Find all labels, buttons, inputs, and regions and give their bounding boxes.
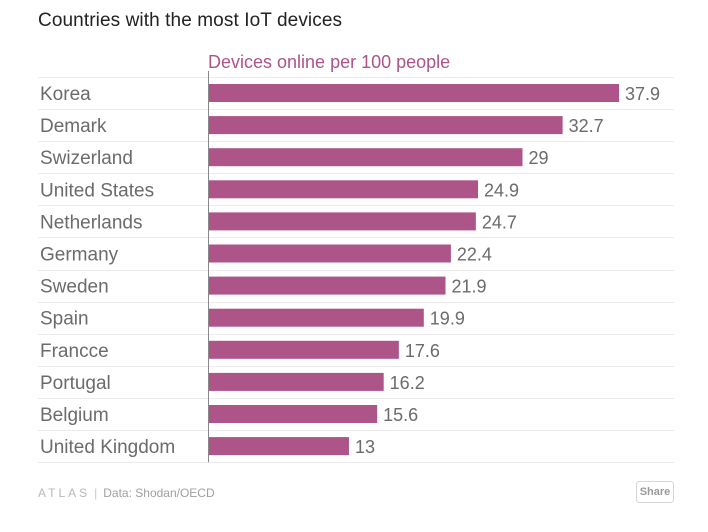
category-label: Demark bbox=[40, 116, 107, 137]
value-label: 19.9 bbox=[430, 309, 465, 329]
data-source: Data: Shodan/OECD bbox=[103, 486, 215, 500]
bar bbox=[208, 405, 378, 423]
value-label: 21.9 bbox=[451, 277, 486, 297]
bar bbox=[208, 437, 349, 456]
category-label: Spain bbox=[40, 309, 89, 330]
bar bbox=[208, 276, 446, 295]
value-label: 24.7 bbox=[482, 212, 517, 232]
category-label: Netherlands bbox=[40, 212, 142, 233]
bar-chart: Devices online per 100 people Korea 37.9 De… bbox=[38, 52, 674, 463]
bar bbox=[208, 84, 619, 102]
bar bbox=[208, 180, 479, 199]
share-button[interactable]: Share bbox=[636, 481, 674, 503]
category-label: United Kingdom bbox=[40, 437, 175, 458]
category-label: Swizerland bbox=[40, 148, 133, 169]
bar bbox=[208, 244, 451, 263]
value-label: 37.9 bbox=[625, 84, 660, 104]
atlas-logo[interactable]: ATLAS bbox=[38, 486, 91, 500]
bar bbox=[208, 372, 384, 391]
footer-separator: | bbox=[94, 486, 98, 500]
value-label: 32.7 bbox=[569, 116, 604, 136]
value-label: 15.6 bbox=[383, 405, 418, 425]
bar bbox=[208, 148, 523, 167]
series-label: Devices online per 100 people bbox=[208, 52, 450, 72]
value-label: 24.9 bbox=[484, 180, 519, 200]
category-label: Korea bbox=[40, 84, 91, 105]
value-label: 16.2 bbox=[390, 373, 425, 393]
chart-footer: ATLAS | Data: Shodan/OECD bbox=[38, 484, 215, 502]
category-label: Sweden bbox=[40, 277, 109, 298]
value-label: 17.6 bbox=[405, 341, 440, 361]
category-label: Belgium bbox=[40, 405, 109, 426]
category-label: Francce bbox=[40, 341, 109, 362]
chart-title: Countries with the most IoT devices bbox=[38, 10, 343, 31]
bar bbox=[208, 212, 476, 231]
value-label: 29 bbox=[528, 148, 548, 168]
bar bbox=[208, 340, 399, 359]
category-label: United States bbox=[40, 180, 154, 201]
value-label: 13 bbox=[355, 437, 375, 457]
category-label: Germany bbox=[40, 245, 119, 266]
category-label: Portugal bbox=[40, 373, 111, 394]
value-label: 22.4 bbox=[457, 245, 492, 265]
bar bbox=[208, 116, 563, 135]
bar bbox=[208, 308, 424, 327]
